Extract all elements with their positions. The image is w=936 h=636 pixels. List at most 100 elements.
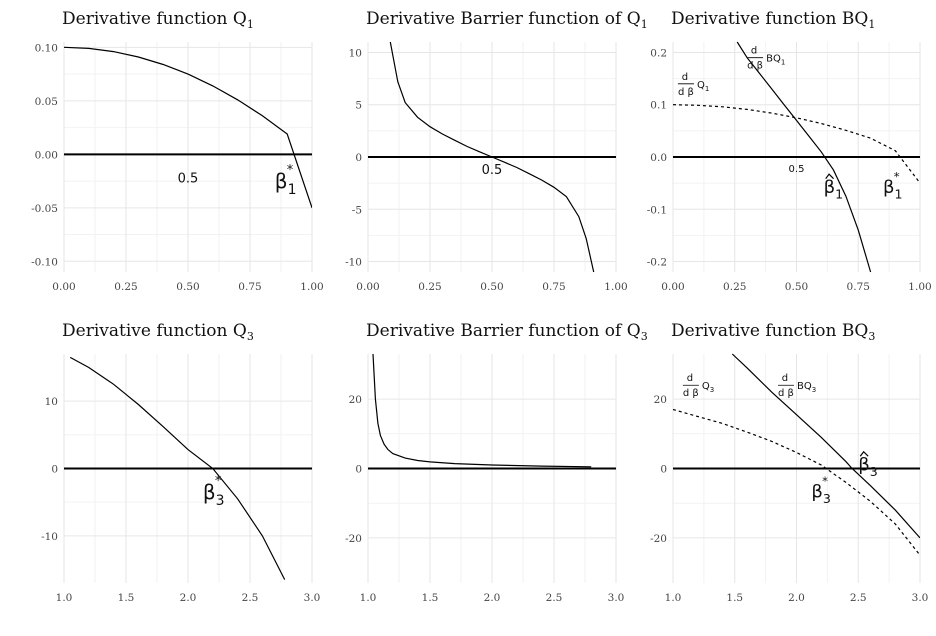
panel-4-y-tick-label: -10 bbox=[41, 531, 58, 543]
panel-3-title: Derivative function BQ1 bbox=[671, 9, 875, 31]
panel-2-x-tick-label: 0.00 bbox=[356, 281, 379, 293]
panel-2-title: Derivative Barrier function of Q1 bbox=[366, 9, 648, 31]
panel-3: 0.00 0.25 0.50 0.75 1.00 0.2 0.1 0.0 -0.1 -0.2 Der… bbox=[647, 9, 932, 293]
panel-6-y-tick-label: 0 bbox=[660, 464, 667, 476]
svg-text:Q3: Q3 bbox=[702, 381, 714, 394]
panel-1-beta-star-label: β1 bbox=[275, 169, 297, 198]
panel-2-series-solid-line bbox=[389, 41, 595, 273]
panel-5-x-tick-label: 1.0 bbox=[360, 592, 377, 604]
svg-text:d β: d β bbox=[778, 388, 794, 399]
panel-3-x-tick-label: 1.00 bbox=[908, 281, 931, 293]
panel-5-y-tick-label: 0 bbox=[355, 464, 362, 476]
panel-1-y-tick-label: 0.10 bbox=[35, 42, 58, 54]
panel-1-x-tick-label: 0.50 bbox=[176, 281, 199, 293]
panel-3-x-tick-label: 0.75 bbox=[847, 281, 870, 293]
panel-3-y-tick-label: -0.2 bbox=[647, 257, 667, 269]
panel-3-value-label: 0.5 bbox=[789, 164, 805, 175]
panel-3-beta-hat-label: β1 bbox=[824, 177, 844, 201]
panel-6-beta-hat-label: β3 bbox=[858, 455, 878, 479]
panel-5-y-tick-label: 20 bbox=[349, 394, 362, 406]
panel-6-star-mark: * bbox=[822, 474, 828, 488]
panel-3-derivative-label: d d βQ1 bbox=[677, 72, 709, 98]
svg-text:d: d bbox=[782, 373, 788, 384]
panel-5-x-tick-label: 2.5 bbox=[546, 592, 563, 604]
panel-3-beta-star-label: β1 bbox=[883, 177, 903, 201]
svg-text:d β: d β bbox=[678, 87, 694, 98]
panel-1-y-tick-label: 0.05 bbox=[35, 96, 58, 108]
panel-3-y-tick-label: 0.1 bbox=[650, 100, 667, 112]
panel-6-beta-star-label: β3 bbox=[811, 481, 831, 505]
panel-1-title: Derivative function Q1 bbox=[62, 9, 254, 31]
panel-4-beta-star-label: β3 bbox=[203, 480, 225, 509]
panel-1-series-solid-line bbox=[64, 46, 312, 208]
panel-2-y-tick-label: -5 bbox=[352, 204, 362, 216]
panel-4-x-tick-label: 2.5 bbox=[242, 592, 259, 604]
panel-3-y-tick-label: 0.0 bbox=[650, 152, 667, 164]
panel-1-x-tick-label: 0.75 bbox=[238, 281, 261, 293]
panel-1-value-label: 0.5 bbox=[178, 171, 199, 186]
svg-text:d: d bbox=[751, 46, 757, 57]
panel-2-y-tick-label: 0 bbox=[355, 152, 362, 164]
panel-2-y-tick-label: 5 bbox=[355, 100, 362, 112]
panel-4-x-tick-label: 3.0 bbox=[304, 592, 321, 604]
panel-6-x-tick-label: 1.0 bbox=[665, 592, 682, 604]
panel-3-series-dashed-line bbox=[673, 104, 920, 184]
panel-1-x-tick-label: 0.00 bbox=[52, 281, 75, 293]
panel-3-x-tick-label: 0.00 bbox=[661, 281, 684, 293]
panel-1-star-mark: * bbox=[287, 163, 294, 178]
panel-5-x-tick-label: 1.5 bbox=[422, 592, 439, 604]
panel-5-x-tick-label: 3.0 bbox=[608, 592, 625, 604]
panel-6-series-solid-line bbox=[731, 353, 920, 539]
panel-3-hat-mark bbox=[825, 173, 834, 180]
panel-6-y-tick-label: 20 bbox=[654, 394, 667, 406]
panel-6-hat-mark bbox=[859, 450, 869, 457]
svg-text:d β: d β bbox=[747, 61, 763, 72]
panel-4: 1.0 1.5 2.0 2.5 3.0 10 0 -10 Derivative function… bbox=[41, 321, 320, 604]
panel-6-title: Derivative function BQ3 bbox=[671, 321, 875, 343]
panel-6-y-tick-label: -20 bbox=[650, 533, 667, 545]
panel-2-value-label: 0.5 bbox=[482, 163, 503, 178]
panel-4-y-tick-label: 10 bbox=[45, 396, 58, 408]
panel-6: 1.0 1.5 2.0 2.5 3.0 20 0 -20 Derivative function… bbox=[650, 321, 928, 604]
panel-2-x-tick-label: 0.75 bbox=[542, 281, 565, 293]
svg-text:d β: d β bbox=[683, 388, 699, 399]
panel-3-y-tick-label: -0.1 bbox=[647, 204, 667, 216]
svg-text:Q1: Q1 bbox=[697, 80, 709, 93]
panel-4-x-tick-label: 1.5 bbox=[118, 592, 135, 604]
panel-1-y-tick-label: -0.05 bbox=[31, 203, 58, 215]
panel-3-x-tick-label: 0.50 bbox=[785, 281, 808, 293]
panel-1-y-tick-label: -0.10 bbox=[31, 256, 58, 268]
panel-6-derivative-label: d d βQ3 bbox=[682, 373, 714, 399]
panel-6-x-tick-label: 2.0 bbox=[788, 592, 805, 604]
panel-4-x-tick-label: 2.0 bbox=[180, 592, 197, 604]
panel-4-x-tick-label: 1.0 bbox=[56, 592, 73, 604]
panel-4-title: Derivative function Q3 bbox=[62, 321, 254, 343]
panel-3-star-mark: * bbox=[894, 169, 900, 183]
panel-2-y-tick-label: 10 bbox=[349, 47, 362, 59]
panel-4-star-mark: * bbox=[215, 474, 222, 489]
panel-2-x-tick-label: 1.00 bbox=[604, 281, 627, 293]
panel-4-series-solid-line bbox=[69, 356, 286, 580]
svg-text:d: d bbox=[682, 72, 688, 83]
panel-3-series-solid-line bbox=[736, 41, 872, 273]
panel-1-x-tick-label: 1.00 bbox=[300, 281, 323, 293]
panel-1-x-tick-label: 0.25 bbox=[114, 281, 137, 293]
panel-5-title: Derivative Barrier function of Q3 bbox=[366, 321, 648, 343]
panel-4-y-tick-label: 0 bbox=[51, 464, 58, 476]
panel-5-x-tick-label: 2.0 bbox=[484, 592, 501, 604]
panel-2-x-tick-label: 0.50 bbox=[480, 281, 503, 293]
panel-6-x-tick-label: 2.5 bbox=[850, 592, 867, 604]
panel-6-series-dashed-line bbox=[673, 408, 920, 556]
panel-1: 0.00 0.25 0.50 0.75 1.00 0.10 0.05 0.00 -0.05 -0.… bbox=[31, 9, 324, 293]
panel-1-y-tick-label: 0.00 bbox=[35, 149, 58, 161]
panel-5-series-solid-line bbox=[372, 353, 592, 468]
svg-text:d: d bbox=[687, 373, 693, 384]
panel-2-y-tick-label: -10 bbox=[345, 257, 362, 269]
panel-3-y-tick-label: 0.2 bbox=[650, 47, 667, 59]
panel-5-y-tick-label: -20 bbox=[345, 533, 362, 545]
panel-2-x-tick-label: 0.25 bbox=[418, 281, 441, 293]
panel-6-x-tick-label: 1.5 bbox=[726, 592, 743, 604]
panel-6-x-tick-label: 3.0 bbox=[912, 592, 929, 604]
